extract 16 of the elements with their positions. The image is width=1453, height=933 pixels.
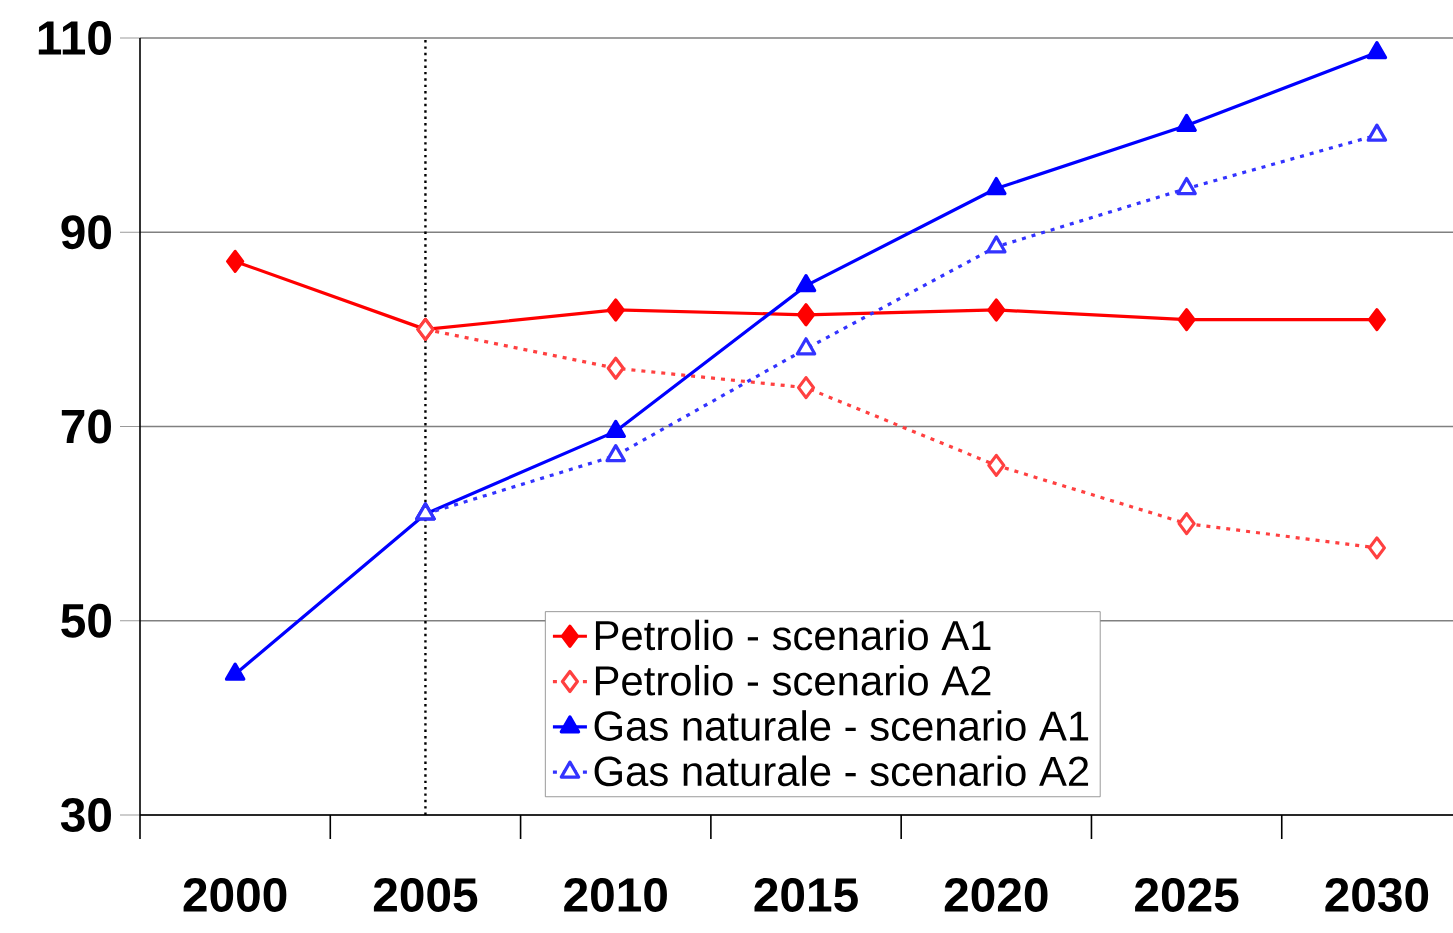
legend-label: Gas naturale - scenario A2 (594, 755, 1089, 787)
x-tick-label: 2010 (564, 878, 667, 912)
y-tick-label: 110 (38, 21, 111, 55)
y-tick-label: 30 (60, 798, 111, 832)
y-tick-label: 90 (61, 215, 111, 250)
y-tick-label: 50 (61, 603, 111, 638)
x-tick-label: 2005 (373, 878, 478, 912)
legend-label: Petrolio - scenario A1 (595, 619, 991, 651)
legend-label: Petrolio - scenario A2 (595, 664, 991, 696)
x-tick-label: 2000 (183, 878, 287, 912)
x-tick-label: 2015 (754, 878, 858, 912)
x-tick-label: 2030 (1325, 878, 1429, 912)
legend-label: Gas naturale - scenario A1 (594, 710, 1089, 741)
x-tick-label: 2025 (1135, 878, 1239, 912)
x-tick-label: 2020 (944, 878, 1048, 912)
y-tick-label: 70 (61, 409, 111, 444)
